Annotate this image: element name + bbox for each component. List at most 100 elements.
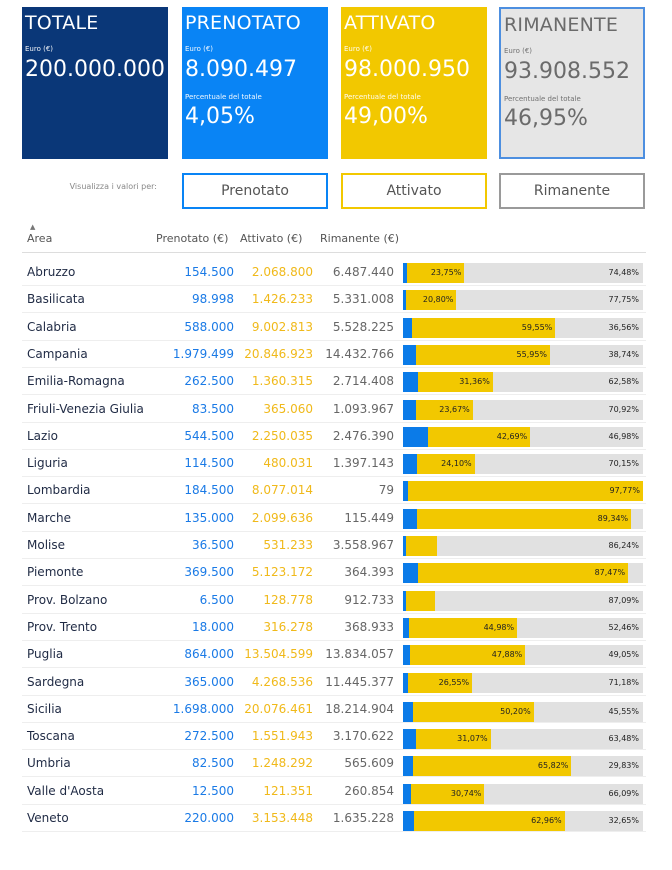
table-row[interactable]: Umbria 82.500 1.248.292 565.609	[22, 750, 646, 778]
attivato-cell: 316.278	[263, 619, 313, 634]
rimanente-cell: 1.635.228	[332, 811, 394, 825]
percent-bar[interactable]: 65,82% 29,83%	[403, 756, 643, 777]
rimanente-cell: 6.487.440	[332, 265, 394, 279]
table-row[interactable]: Friuli-Venezia Giulia 83.500 365.060 1.093.…	[22, 396, 646, 423]
table-row[interactable]: Prov. Bolzano 6.500 128.778 912.733	[22, 587, 646, 614]
card-rimanente-euro-label: Euro (€)	[504, 47, 533, 55]
filter-prenotato-button[interactable]: Prenotato	[182, 173, 328, 209]
attivato-pct-label: 55,95%	[516, 349, 548, 359]
col-header-attivato[interactable]: Attivato (€)	[240, 232, 303, 245]
prenotato-segment	[403, 263, 408, 283]
attivato-cell: 1.426.233	[251, 292, 313, 307]
percent-bar[interactable]: 97,77%	[403, 481, 643, 502]
percent-bar[interactable]: 89,34%	[403, 508, 643, 529]
rimanente-pct-label: 87,09%	[608, 595, 639, 605]
prenotato-cell: 98.998	[192, 292, 234, 307]
row-divider	[22, 694, 646, 696]
table-row[interactable]: Sicilia 1.698.000 20.076.461 18.214.904	[22, 696, 646, 723]
percent-bar[interactable]: 23,75% 74,48%	[403, 263, 643, 283]
attivato-segment	[418, 563, 629, 584]
percent-bar[interactable]: 31,07% 63,48%	[403, 729, 643, 750]
table-row[interactable]: Veneto 220.000 3.153.448 1.635.228	[22, 805, 646, 832]
table-row[interactable]: Prov. Trento 18.000 316.278 368.933	[22, 614, 646, 641]
table-row[interactable]: Emilia-Romagna 262.500 1.360.315 2.714.408	[22, 368, 646, 396]
attivato-cell: 531.233	[263, 538, 313, 552]
row-divider	[22, 366, 646, 368]
area-cell: Valle d'Aosta	[27, 783, 105, 798]
col-header-rimanente[interactable]: Rimanente (€)	[320, 232, 400, 245]
prenotato-cell: 365.000	[184, 674, 234, 689]
card-rimanente: RIMANENTE Euro (€) 93.908.552 Percentual…	[499, 7, 645, 159]
attivato-cell: 2.099.636	[251, 510, 313, 525]
attivato-segment	[410, 645, 526, 666]
rimanente-cell: 364.393	[344, 565, 394, 580]
col-header-area[interactable]: Area	[27, 232, 53, 245]
table-row[interactable]: Sardegna 365.000 4.268.536 11.445.377	[22, 669, 646, 696]
table-row[interactable]: Valle d'Aosta 12.500 121.351 260.854	[22, 778, 646, 805]
table-row[interactable]: Lazio 544.500 2.250.035 2.476.390	[22, 423, 646, 450]
prenotato-segment	[403, 454, 417, 475]
rimanente-cell: 79	[378, 483, 394, 498]
row-divider	[22, 585, 646, 587]
rimanente-cell: 368.933	[344, 619, 394, 634]
table-row[interactable]: Puglia 864.000 13.504.599 13.834.057	[22, 641, 646, 669]
percent-bar[interactable]: 42,69% 46,98%	[403, 426, 643, 447]
table-row[interactable]: Abruzzo 154.500 2.068.800 6.487.440	[22, 259, 646, 286]
table-row[interactable]: Toscana 272.500 1.551.943 3.170.622	[22, 723, 646, 751]
attivato-cell: 20.846.923	[244, 346, 313, 361]
table-row[interactable]: Liguria 114.500 480.031 1.397.143	[22, 450, 646, 478]
percent-bar[interactable]: 20,80% 77,75%	[403, 290, 643, 311]
area-cell: Campania	[27, 346, 88, 361]
card-attivato-title: ATTIVATO	[344, 12, 436, 34]
percent-bar[interactable]: 59,55% 36,56%	[403, 317, 643, 338]
percent-bar[interactable]: 50,20% 45,55%	[403, 701, 643, 722]
attivato-segment	[413, 701, 534, 722]
percent-bar[interactable]: 47,88% 49,05%	[403, 645, 643, 666]
row-divider	[22, 421, 646, 423]
rimanente-pct-label: 32,65%	[608, 816, 639, 825]
table-row[interactable]: Calabria 588.000 9.002.813 5.528.225	[22, 314, 646, 341]
table-row[interactable]: Piemonte 369.500 5.123.172 364.393	[22, 559, 646, 587]
rimanente-cell: 11.445.377	[325, 674, 394, 689]
table-row[interactable]: Marche 135.000 2.099.636 115.449	[22, 505, 646, 532]
area-cell: Umbria	[27, 756, 71, 771]
attivato-pct-label: 42,69%	[496, 431, 528, 441]
prenotato-segment	[403, 372, 418, 393]
table-row[interactable]: Basilicata 98.998 1.426.233 5.331.008	[22, 286, 646, 314]
card-prenotato-euro-label: Euro (€)	[185, 45, 214, 53]
rimanente-pct-label: 38,74%	[608, 349, 639, 359]
percent-bar[interactable]: 62,96% 32,65%	[403, 811, 643, 831]
filter-rimanente-button[interactable]: Rimanente	[499, 173, 645, 209]
attivato-cell: 9.002.813	[251, 319, 313, 334]
col-header-prenotato[interactable]: Prenotato (€)	[156, 232, 229, 245]
table-row[interactable]: Campania 1.979.499 20.846.923 14.432.766	[22, 341, 646, 368]
row-divider	[22, 558, 646, 559]
percent-bar[interactable]: 55,95% 38,74%	[403, 344, 643, 365]
percent-bar[interactable]: 31,36% 62,58%	[403, 372, 643, 393]
percent-bar[interactable]: 23,67% 70,92%	[403, 399, 643, 420]
card-rimanente-value: 93.908.552	[504, 59, 630, 84]
percent-bar[interactable]: 26,55% 71,18%	[403, 672, 643, 693]
percent-bar[interactable]: 44,98% 52,46%	[403, 617, 643, 638]
table-row[interactable]: Lombardia 184.500 8.077.014 79	[22, 477, 646, 505]
attivato-pct-label: 50,20%	[500, 706, 531, 716]
filter-attivato-button[interactable]: Attivato	[341, 173, 487, 209]
attivato-cell: 121.351	[263, 783, 313, 798]
percent-bar[interactable]: 87,47%	[403, 563, 643, 584]
rimanente-cell: 18.214.904	[325, 701, 394, 716]
attivato-pct-label: 31,07%	[457, 734, 488, 744]
percent-bar[interactable]: 30,74% 66,09%	[403, 783, 643, 804]
rimanente-pct-label: 66,09%	[608, 788, 639, 798]
prenotato-cell: 272.500	[184, 729, 234, 744]
card-rimanente-pct-label: Percentuale del totale	[504, 95, 581, 103]
percent-bar[interactable]: 87,09%	[403, 590, 643, 611]
percent-bar[interactable]: 24,10% 70,15%	[403, 454, 643, 475]
percent-bar[interactable]: 86,24%	[403, 536, 643, 556]
row-divider	[22, 831, 646, 832]
rimanente-pct-label: 70,15%	[608, 459, 639, 469]
area-cell: Sardegna	[27, 674, 85, 689]
prenotato-segment	[403, 399, 416, 420]
rimanente-cell: 115.449	[344, 510, 394, 525]
table-row[interactable]: Molise 36.500 531.233 3.558.967	[22, 532, 646, 559]
area-cell: Marche	[27, 510, 71, 525]
